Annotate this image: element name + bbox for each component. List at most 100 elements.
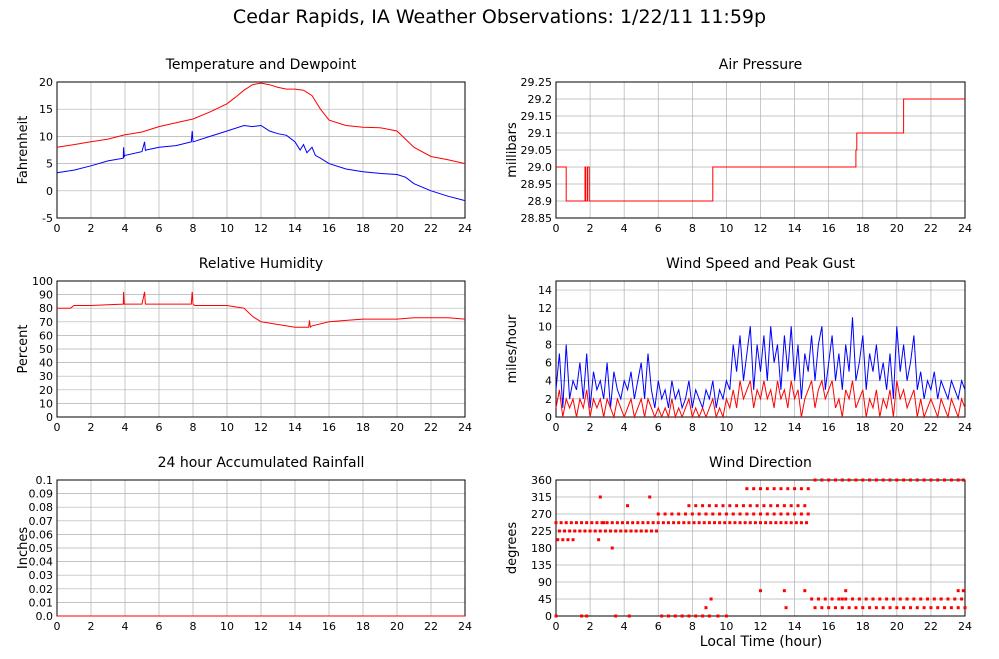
plot-frame <box>555 81 966 219</box>
direction-point <box>661 521 665 525</box>
direction-point <box>847 606 851 610</box>
x-tick-label: 18 <box>856 421 870 434</box>
direction-point <box>874 606 878 610</box>
direction-point <box>943 606 947 610</box>
x-tick-label: 10 <box>719 620 733 633</box>
direction-point <box>895 606 899 610</box>
x-tick-label: 14 <box>288 421 302 434</box>
direction-point <box>840 478 844 482</box>
direction-point <box>714 504 718 508</box>
direction-point <box>609 529 613 533</box>
direction-point <box>755 504 759 508</box>
direction-point <box>772 487 776 491</box>
direction-point <box>782 504 786 508</box>
direction-point <box>806 512 810 516</box>
direction-point <box>666 614 670 618</box>
direction-point <box>915 606 919 610</box>
direction-point <box>646 521 650 525</box>
direction-point <box>878 597 882 601</box>
x-tick-label: 18 <box>356 222 370 235</box>
direction-point <box>619 529 623 533</box>
direction-point <box>563 529 567 533</box>
x-tick-label: 14 <box>788 222 802 235</box>
x-tick-label: 10 <box>220 620 234 633</box>
direction-point <box>644 529 648 533</box>
x-tick-label: 0 <box>54 222 61 235</box>
direction-point <box>898 597 902 601</box>
direction-point <box>960 597 964 601</box>
direction-point <box>936 478 940 482</box>
direction-point <box>626 521 630 525</box>
direction-point <box>655 529 659 533</box>
direction-point <box>840 606 844 610</box>
y-tick-label: 270 <box>531 508 552 521</box>
direction-point <box>908 478 912 482</box>
y-tick-label: 29.2 <box>528 93 553 106</box>
x-tick-label: 24 <box>458 620 472 633</box>
direction-point <box>602 521 606 525</box>
y-tick-label: 0 <box>545 411 552 424</box>
direction-point <box>692 521 696 525</box>
direction-point <box>680 614 684 618</box>
y-tick-label: 70 <box>39 316 53 329</box>
direction-point <box>963 606 967 610</box>
direction-point <box>559 521 563 525</box>
direction-point <box>694 614 698 618</box>
series-line-1 <box>555 317 966 410</box>
direction-point <box>673 614 677 618</box>
direction-point <box>805 521 809 525</box>
direction-point <box>626 504 630 508</box>
direction-point <box>820 478 824 482</box>
direction-point <box>769 521 773 525</box>
x-tick-label: 4 <box>621 421 628 434</box>
x-tick-label: 16 <box>322 620 336 633</box>
direction-point <box>704 512 708 516</box>
direction-point <box>718 512 722 516</box>
page-title: Cedar Rapids, IA Weather Observations: 1… <box>232 6 767 28</box>
direction-point <box>888 606 892 610</box>
y-tick-label: 50 <box>39 343 53 356</box>
direction-point <box>895 478 899 482</box>
y-axis-label: miles/hour <box>505 314 520 383</box>
direction-point <box>564 521 568 525</box>
direction-point <box>610 546 614 550</box>
direction-point <box>745 512 749 516</box>
direction-point <box>701 504 705 508</box>
direction-point <box>857 597 861 601</box>
direction-point <box>793 512 797 516</box>
x-tick-label: 22 <box>424 421 438 434</box>
direction-point <box>568 529 572 533</box>
direction-point <box>908 606 912 610</box>
plot-frame <box>56 280 466 418</box>
direction-point <box>813 478 817 482</box>
x-tick-label: 6 <box>655 421 662 434</box>
y-tick-label: 0.1 <box>36 474 54 487</box>
y-tick-label: 8 <box>545 338 552 351</box>
direction-point <box>702 521 706 525</box>
x-tick-label: 18 <box>856 620 870 633</box>
direction-point <box>694 504 698 508</box>
chart-title: 24 hour Accumulated Rainfall <box>158 455 365 471</box>
direction-point <box>786 487 790 491</box>
x-tick-label: 8 <box>689 222 696 235</box>
direction-point <box>648 495 652 499</box>
direction-point <box>614 529 618 533</box>
direction-point <box>588 529 592 533</box>
plot-frame <box>555 280 966 418</box>
x-tick-label: 16 <box>822 620 836 633</box>
direction-point <box>554 521 558 525</box>
direction-point <box>585 521 589 525</box>
direction-point <box>772 512 776 516</box>
x-tick-label: 14 <box>788 421 802 434</box>
direction-point <box>939 597 943 601</box>
direction-point <box>605 521 609 525</box>
x-tick-label: 16 <box>822 222 836 235</box>
series-line-1 <box>556 98 965 202</box>
y-tick-label: 20 <box>39 384 53 397</box>
y-tick-label: 0.08 <box>29 501 54 514</box>
y-tick-label: 28.85 <box>521 212 553 225</box>
